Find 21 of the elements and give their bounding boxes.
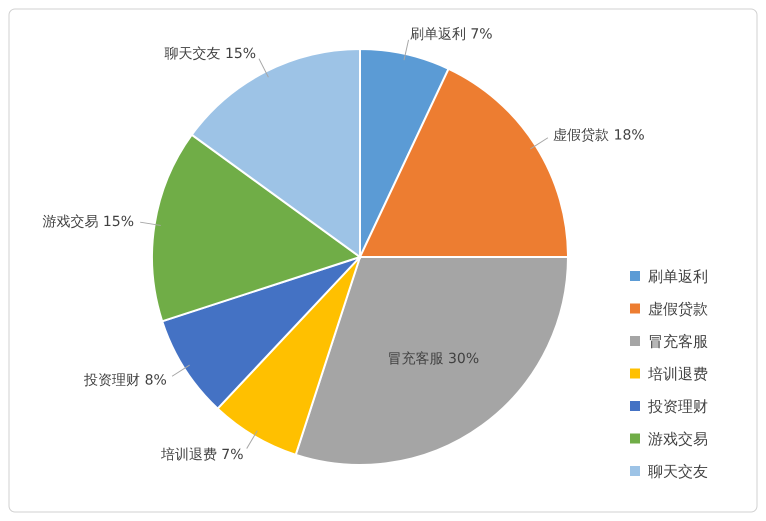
legend-label: 虚假贷款 xyxy=(648,300,708,318)
legend-label: 培训退费 xyxy=(647,364,708,383)
legend-label: 游戏交易 xyxy=(648,430,708,448)
legend-label: 聊天交友 xyxy=(648,462,708,480)
data-label: 7% xyxy=(466,26,493,43)
slice-label: 虚假贷款 xyxy=(553,127,610,144)
data-label: 30% xyxy=(444,350,480,367)
data-label: 18% xyxy=(609,127,645,144)
data-label: 15% xyxy=(98,214,134,230)
legend-label: 刷单返利 xyxy=(648,267,708,286)
data-label: 8% xyxy=(140,372,167,388)
slice-label: 培训退费 xyxy=(160,446,217,463)
slice-label: 游戏交易 xyxy=(42,214,98,230)
data-label: 7% xyxy=(216,446,244,463)
data-label: 15% xyxy=(220,46,256,62)
slice-label: 刷单返利 xyxy=(410,26,466,43)
slice-label: 聊天交友 xyxy=(164,46,221,62)
legend-label: 冒充客服 xyxy=(648,332,708,350)
slice-label: 冒充客服 xyxy=(388,350,444,367)
legend-label: 投资理财 xyxy=(647,397,708,416)
slice-label: 投资理财 xyxy=(84,372,140,388)
